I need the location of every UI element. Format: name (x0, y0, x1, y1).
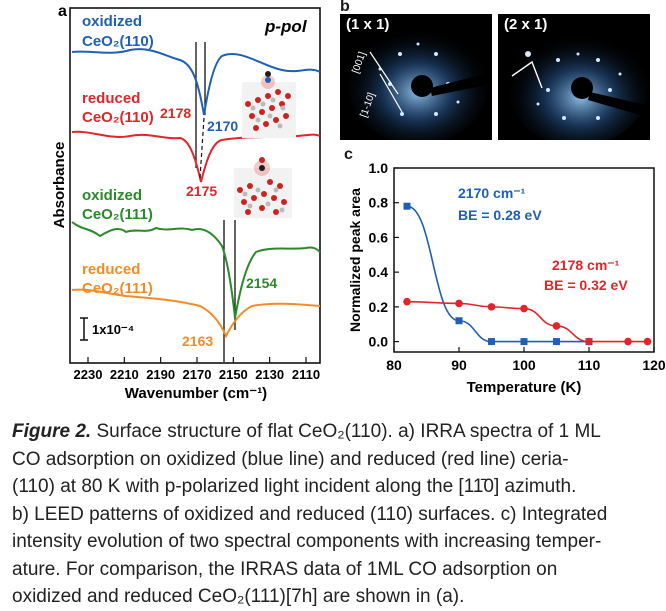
caption-line-1-text: Surface structure of flat CeO₂(110). a) … (96, 421, 601, 442)
chart-xlabel: Temperature (K) (467, 379, 582, 396)
chart-ytick-label: 0.0 (369, 334, 389, 350)
peak-connector (199, 117, 205, 179)
leed-pattern-2x1: (2 x 1) (498, 14, 650, 140)
data-point (488, 338, 495, 346)
chart-ytick-label: 0.8 (369, 195, 389, 211)
data-point (455, 317, 463, 325)
peak-label-2175: 2175 (186, 183, 217, 199)
data-point (520, 304, 528, 313)
label-oxidized-111-line1: oxidized (82, 187, 142, 204)
peak-label-2170: 2170 (207, 118, 238, 134)
caption-line-5: intensity evolution of two spectral comp… (12, 531, 602, 552)
leed-label-1x1: (1 x 1) (346, 16, 390, 33)
direction-arrow-001 (369, 51, 399, 95)
leed-pattern-1x1: [001] [1-10] (1 x 1) (340, 14, 492, 140)
peak-label-2154: 2154 (246, 275, 277, 291)
leed-label-2x1: (2 x 1) (504, 16, 548, 33)
panel-a-xticks: 2230 2210 2190 2170 2150 2130 2110 (74, 357, 320, 382)
peak-area-chart: 80 90 100 110 120 0.0 0.2 0.4 0.6 0.8 1.0 Normaliz… (347, 160, 666, 396)
chart-curves (406, 205, 648, 343)
chart-marks (403, 202, 652, 346)
polarization-label: p-pol (264, 17, 308, 36)
chart-ylabel: Normalized peak area (347, 188, 363, 332)
panel-a-xtick-label: 2230 (74, 367, 103, 382)
data-point (643, 337, 652, 346)
panel-a-xtick-label: 2210 (110, 367, 139, 382)
label-oxidized-110-line1: oxidized (82, 13, 142, 30)
figure-label: Figure 2. (12, 421, 92, 442)
caption-line-7: oxidized and reduced CeO₂(111)[7h] are s… (12, 586, 465, 607)
leed-1x1-image: [001] [1-10] (348, 28, 492, 140)
chart-xtick-label: 100 (512, 357, 536, 373)
caption-line-6: ature. For comparison, the IRRAS data of… (12, 558, 558, 580)
panel-a-xlabel: Wavenumber (cm⁻¹) (125, 385, 267, 402)
peak-label-2163: 2163 (182, 333, 213, 349)
label-reduced-110-line2: CeO₂(110) (82, 109, 154, 126)
caption-line-4: b) LEED patterns of oxidized and reduced… (12, 503, 608, 525)
series-1-annotation: BE = 0.28 eV (458, 207, 542, 223)
peak-label-2178: 2178 (160, 105, 191, 121)
model-reduced-surface (234, 157, 292, 218)
panel-a-xtick-label: 2170 (183, 367, 212, 382)
caption-line-2: CO adsorption on oxidized (blue line) an… (12, 448, 569, 470)
data-point (585, 337, 593, 346)
series-line (406, 205, 589, 343)
label-oxidized-110-line2: CeO₂(110) (82, 33, 154, 50)
data-point (403, 297, 411, 306)
panel-a-ylabel: Absorbance (51, 142, 68, 229)
spectrum-oxidized-111 (71, 221, 321, 319)
model-oxidized-surface (242, 71, 296, 138)
chart-ticks: 80 90 100 110 120 0.0 0.2 0.4 0.6 0.8 1.0 (369, 160, 666, 373)
data-point (552, 322, 561, 330)
spectra-frame (69, 7, 321, 364)
spectrum-reduced-111 (71, 288, 321, 339)
data-point (403, 202, 411, 210)
data-point (520, 338, 528, 346)
chart-ytick-label: 0.4 (369, 264, 389, 280)
data-point (455, 299, 463, 308)
figure-caption: Figure 2. Surface structure of flat CeO₂… (12, 418, 657, 611)
scale-bar-label: 1x10⁻⁴ (92, 322, 134, 337)
panel-a-xtick-label: 2150 (219, 367, 248, 382)
caption-line-3: (110) at 80 K with p-polarized light inc… (12, 476, 577, 497)
chart-xtick-label: 120 (642, 357, 666, 373)
label-reduced-111-line1: reduced (82, 261, 140, 278)
spectrum-oxidized-110 (71, 48, 321, 116)
chart-xtick-label: 90 (451, 357, 467, 373)
panel-b-letter: b (340, 0, 350, 15)
series-1-name: 2170 cm⁻¹ (458, 185, 526, 201)
chart-xtick-label: 110 (578, 357, 601, 373)
panel-a-xtick-label: 2110 (292, 367, 320, 382)
data-point (553, 338, 560, 346)
panel-a-xtick-label: 2190 (146, 367, 175, 382)
direction-arrow-1-10 (379, 73, 403, 113)
unit-cell-arrows (511, 60, 543, 89)
chart-ytick-label: 1.0 (369, 160, 389, 176)
data-point (624, 337, 632, 346)
label-oxidized-111-line2: CeO₂(111) (82, 206, 153, 223)
leed-2x1-image (508, 30, 650, 140)
label-reduced-110-line1: reduced (82, 90, 140, 107)
label-reduced-111-line2: CeO₂(111) (82, 280, 153, 297)
panel-a-letter: a (58, 3, 67, 20)
series-2-name: 2178 cm⁻¹ (552, 257, 620, 273)
irra-spectra-panel: a p-pol oxidized CeO₂(110) reduced CeO₂(… (51, 3, 321, 402)
panel-c-letter: c (344, 146, 353, 163)
data-point (487, 303, 496, 311)
caption-line-1: Figure 2. Surface structure of flat CeO₂… (12, 418, 657, 446)
chart-ytick-label: 0.6 (369, 229, 389, 245)
chart-xtick-label: 80 (386, 357, 402, 373)
series-2-annotation: BE = 0.32 eV (544, 277, 628, 293)
panel-a-xtick-label: 2130 (255, 367, 284, 382)
chart-ytick-label: 0.2 (369, 299, 389, 315)
